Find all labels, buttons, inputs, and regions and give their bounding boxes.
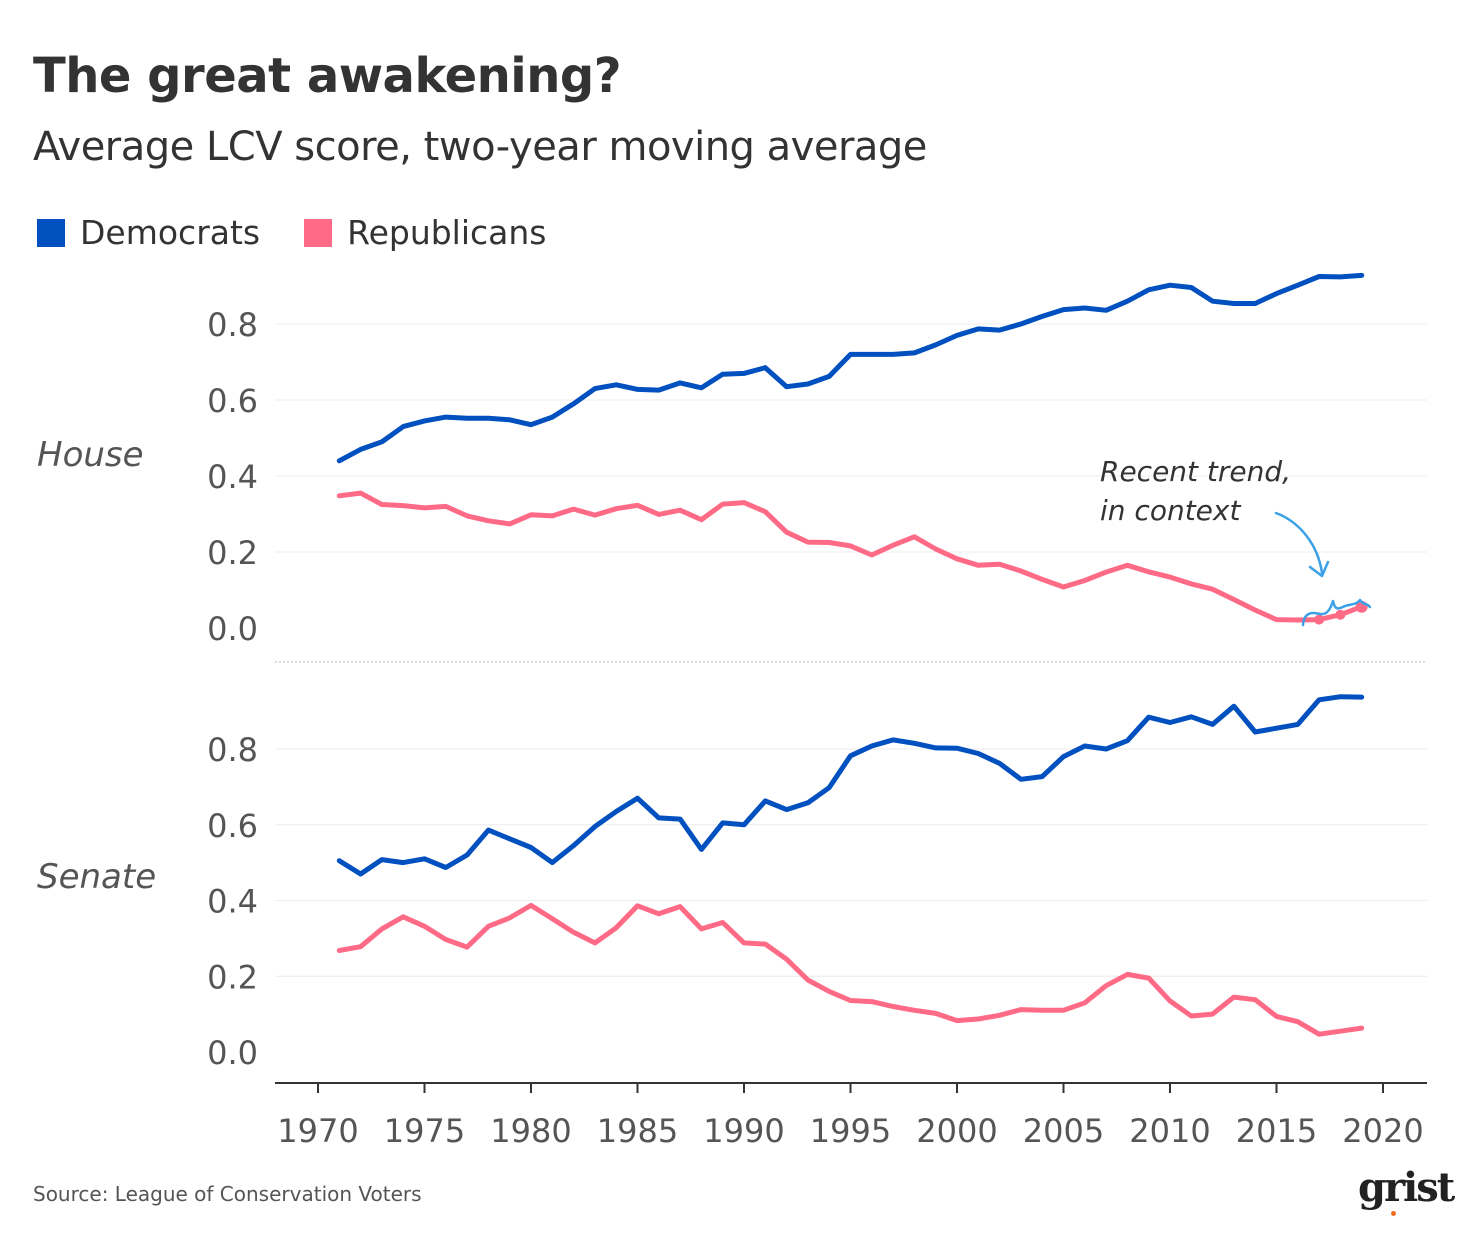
x-tick-label: 2015 xyxy=(1236,1112,1317,1150)
logo-dot xyxy=(1391,1211,1396,1216)
x-tick-label: 2005 xyxy=(1023,1112,1104,1150)
house-panel-label: House xyxy=(37,435,144,475)
annotation-zoom-squiggle xyxy=(1301,598,1372,627)
source-note: Source: League of Conservation Voters xyxy=(33,1182,422,1206)
x-tick-label: 1980 xyxy=(490,1112,571,1150)
senate-y-tick-label: 0.8 xyxy=(207,731,258,769)
house-y-tick-label: 0.0 xyxy=(207,610,258,648)
house-y-tick-label: 0.4 xyxy=(207,458,258,496)
senate-y-tick-label: 0.6 xyxy=(207,807,258,845)
annotation-line-2: in context xyxy=(1100,494,1241,527)
legend-swatch-democrats xyxy=(37,218,65,247)
chart-title: The great awakening? xyxy=(33,48,622,104)
house-republicans-line xyxy=(336,490,1365,623)
house-panel: 0.0 0.2 0.4 0.6 0.8 House xyxy=(37,272,1427,648)
annotation-line-1: Recent trend, xyxy=(1100,455,1291,488)
house-democrats-line xyxy=(336,272,1365,464)
annotation-arrow-head xyxy=(1308,560,1330,578)
house-y-tick-label: 0.6 xyxy=(207,382,258,420)
house-y-tick-label: 0.8 xyxy=(207,306,258,344)
x-tick-label: 2000 xyxy=(916,1112,997,1150)
x-tick-label: 1990 xyxy=(703,1112,784,1150)
x-tick-label: 2020 xyxy=(1342,1112,1423,1150)
house-y-tick-label: 0.2 xyxy=(207,534,258,572)
x-tick-label: 1970 xyxy=(277,1112,358,1150)
legend-label-democrats: Democrats xyxy=(80,213,261,252)
x-tick-label: 1995 xyxy=(810,1112,891,1150)
x-tick-label: 1985 xyxy=(597,1112,678,1150)
annotation-arrow xyxy=(1274,511,1324,575)
legend-label-republicans: Republicans xyxy=(347,213,547,252)
senate-y-tick-label: 0.2 xyxy=(207,958,258,996)
legend-item-democrats: Democrats xyxy=(37,213,260,252)
senate-panel: 0.0 0.2 0.4 0.6 0.8 Senate xyxy=(37,694,1427,1072)
senate-y-tick-label: 0.0 xyxy=(207,1034,258,1072)
legend-item-republicans: Republicans xyxy=(304,213,547,252)
grist-logo: grist xyxy=(1358,1164,1455,1211)
house-highlight-point xyxy=(1335,609,1346,620)
senate-republicans-line xyxy=(336,902,1365,1037)
senate-y-tick-label: 0.4 xyxy=(207,883,258,921)
house-highlight-point xyxy=(1314,614,1325,625)
x-tick-label: 2010 xyxy=(1129,1112,1210,1150)
recent-trend-annotation: Recent trend, in context xyxy=(1100,455,1372,627)
chart-subtitle: Average LCV score, two-year moving avera… xyxy=(33,124,927,170)
x-tick-label: 1975 xyxy=(384,1112,465,1150)
senate-democrats-line xyxy=(336,694,1365,877)
legend: Democrats Republicans xyxy=(37,213,591,252)
senate-panel-label: Senate xyxy=(37,857,156,897)
legend-swatch-republicans xyxy=(304,218,333,247)
